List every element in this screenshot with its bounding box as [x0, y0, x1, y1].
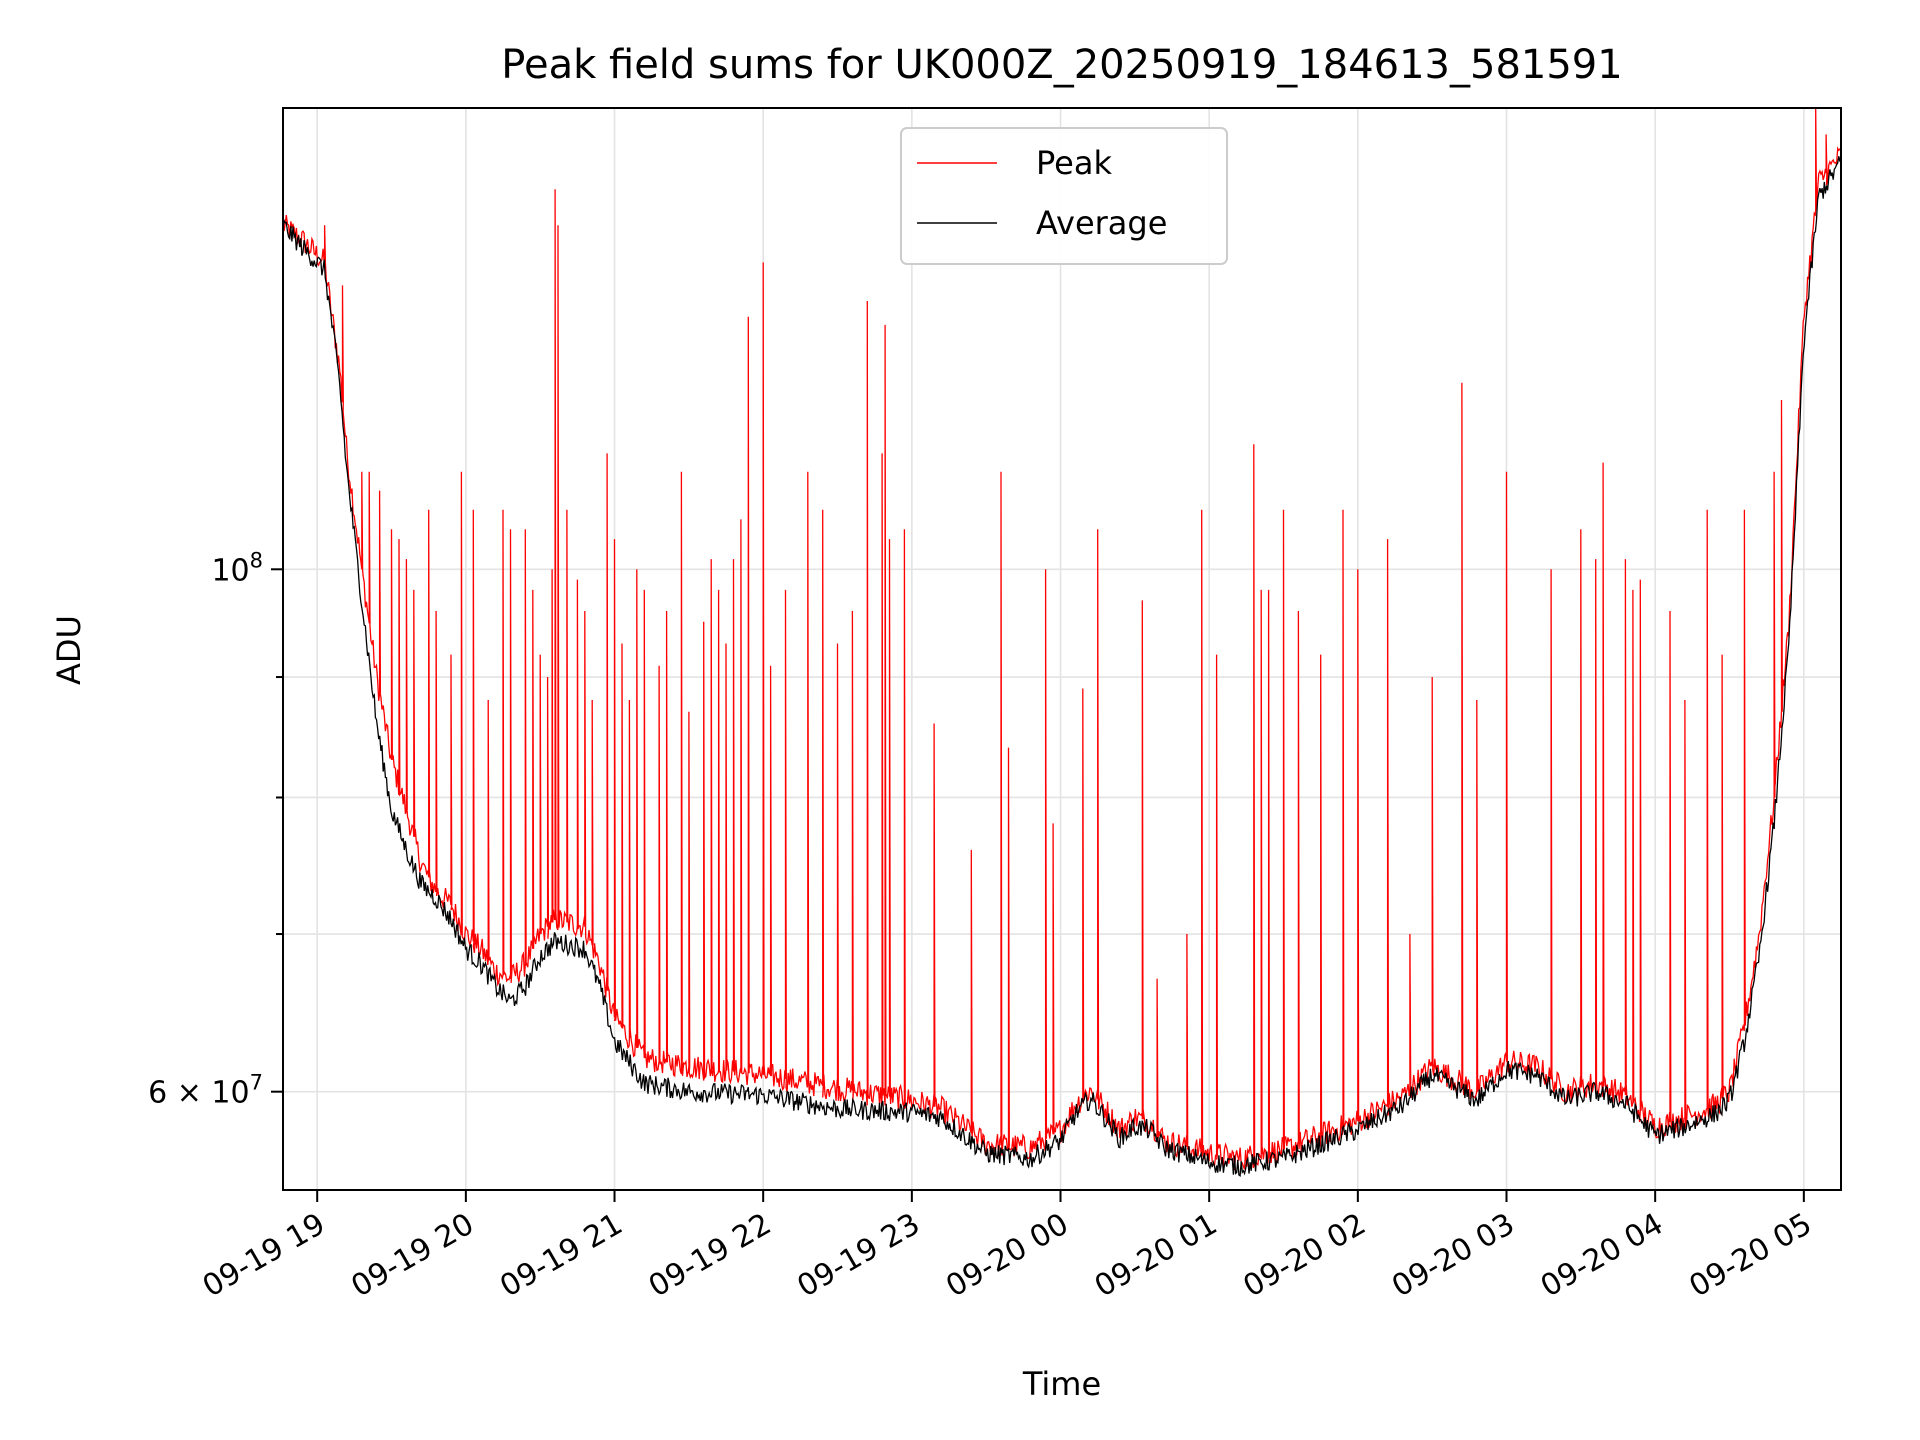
legend-box	[900, 127, 1228, 265]
series-line-peak	[282, 107, 1842, 1171]
legend-average-label: Average	[1036, 204, 1167, 242]
legend: Peak Average	[900, 127, 1228, 265]
chart-title: Peak field sums for UK000Z_20250919_1846…	[501, 42, 1622, 88]
series-layer	[282, 107, 1842, 1178]
x-axis-label: Time	[1022, 1365, 1101, 1403]
grid-layer	[283, 108, 1841, 1190]
legend-peak-label: Peak	[1036, 144, 1112, 182]
plot-frame	[282, 107, 1842, 1191]
series-line-average	[282, 156, 1842, 1178]
y-axis-label: ADU	[50, 615, 88, 685]
y-tick-label: 6 × 107	[148, 1071, 263, 1111]
